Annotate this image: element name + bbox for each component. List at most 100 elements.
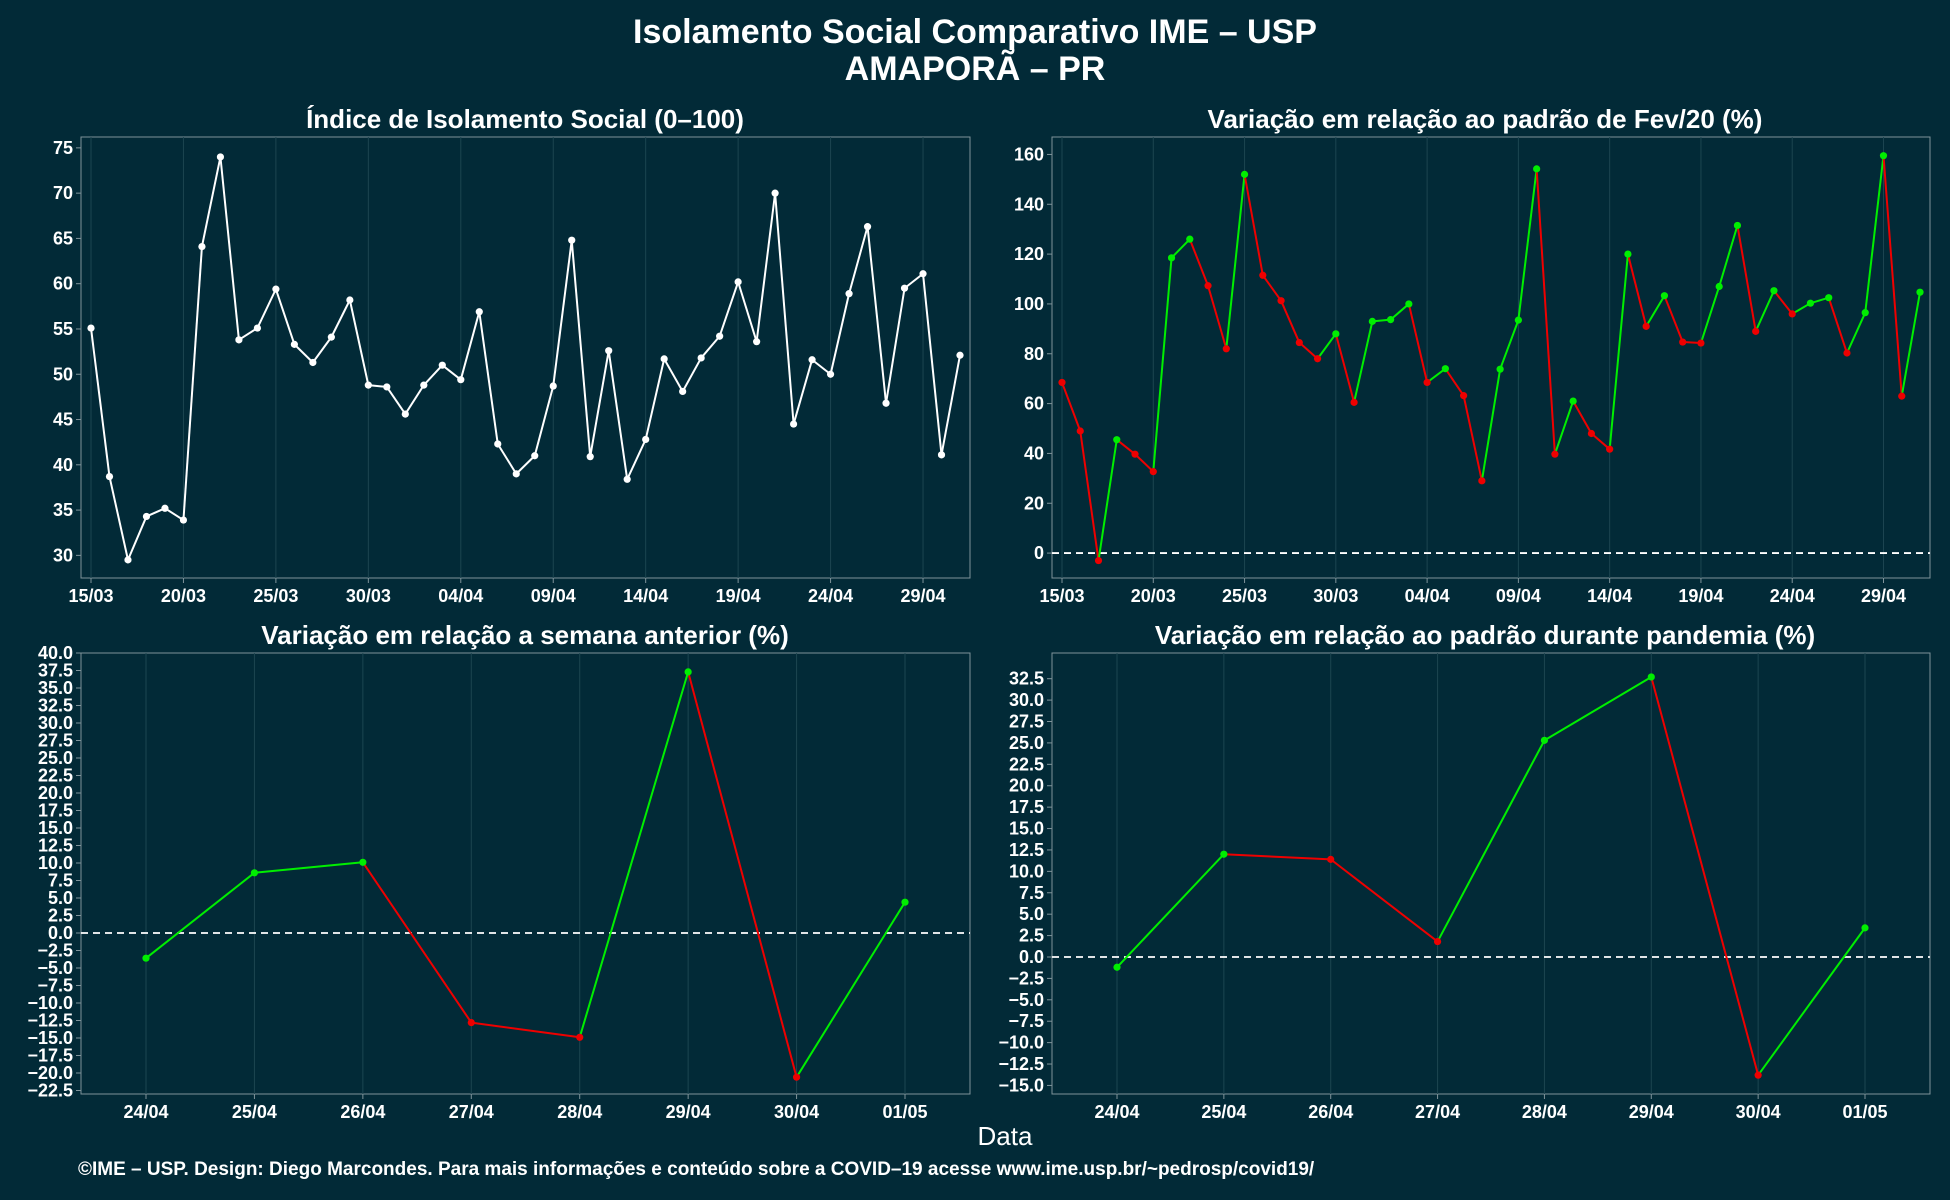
y-tick-label: 20.0 bbox=[1009, 776, 1044, 796]
data-point bbox=[1879, 152, 1888, 160]
x-tick-label: 25/04 bbox=[232, 1102, 277, 1122]
y-tick-label: 40 bbox=[1024, 443, 1044, 463]
series-segment bbox=[1426, 367, 1446, 384]
series-segment bbox=[1553, 400, 1575, 455]
data-point bbox=[1788, 310, 1796, 318]
data-point bbox=[250, 869, 259, 877]
series-segment bbox=[1718, 225, 1739, 287]
series-segment bbox=[1079, 430, 1100, 561]
x-tick-label: 28/04 bbox=[557, 1102, 602, 1122]
series-segment bbox=[681, 357, 703, 392]
series-segment bbox=[1480, 369, 1502, 481]
x-tick-label: 25/03 bbox=[253, 586, 298, 606]
panel-frame bbox=[1051, 136, 1931, 579]
series-segment bbox=[386, 386, 407, 415]
series-segment bbox=[718, 281, 740, 337]
series-segment bbox=[312, 336, 333, 364]
y-tick-label: 2.5 bbox=[1019, 926, 1044, 946]
y-tick-label: −2.5 bbox=[1008, 968, 1044, 988]
y-tick-label: 30.0 bbox=[38, 713, 73, 733]
series-segment bbox=[1389, 303, 1410, 321]
x-tick-label: 27/04 bbox=[449, 1102, 494, 1122]
x-tick-label: 30/03 bbox=[346, 586, 391, 606]
data-point bbox=[1752, 327, 1760, 335]
series-segment bbox=[940, 355, 961, 456]
data-point bbox=[1715, 282, 1723, 291]
y-tick-label: 35.0 bbox=[38, 678, 73, 698]
data-point bbox=[1327, 855, 1335, 863]
x-tick-label: 26/04 bbox=[340, 1102, 385, 1122]
data-point bbox=[808, 356, 816, 364]
series-segment bbox=[1900, 292, 1921, 397]
data-point bbox=[1240, 170, 1249, 178]
data-point bbox=[467, 1019, 475, 1027]
data-point bbox=[383, 383, 391, 391]
data-point bbox=[1540, 736, 1549, 744]
panel-title-variation-feb: Variação em relação ao padrão de Fev/20 … bbox=[1208, 104, 1763, 134]
panel-frame bbox=[80, 136, 971, 579]
series-segment bbox=[1590, 432, 1611, 450]
series-segment bbox=[1773, 290, 1793, 315]
data-point bbox=[901, 898, 909, 906]
series-segment bbox=[1864, 155, 1885, 313]
series-segment bbox=[578, 671, 690, 1038]
series-segment bbox=[330, 299, 351, 338]
y-tick-label: 5.0 bbox=[48, 888, 73, 908]
x-tick-label: 28/04 bbox=[1522, 1102, 1567, 1122]
y-tick-label: 15.0 bbox=[38, 818, 73, 838]
y-tick-label: 80 bbox=[1024, 344, 1044, 364]
y-tick-label: 50 bbox=[53, 364, 73, 384]
series-segment bbox=[256, 288, 277, 329]
series-segment bbox=[1757, 927, 1866, 1076]
panel-frame bbox=[1051, 652, 1931, 1095]
data-point bbox=[1551, 450, 1559, 458]
panel-title-isolation-index: Índice de Isolamento Social (0–100) bbox=[306, 104, 744, 134]
y-tick-label: 140 bbox=[1014, 194, 1044, 214]
series-segment bbox=[1152, 257, 1173, 472]
data-point bbox=[1313, 355, 1322, 363]
series-segment bbox=[1334, 333, 1356, 403]
y-tick-label: 12.5 bbox=[1009, 840, 1044, 860]
y-tick-label: 10.0 bbox=[1009, 861, 1044, 881]
data-point bbox=[1843, 349, 1851, 357]
y-tick-label: 25.0 bbox=[38, 748, 73, 768]
series-segment bbox=[1116, 853, 1225, 968]
data-point bbox=[1642, 322, 1650, 330]
series-segment bbox=[1699, 286, 1721, 344]
x-tick-label: 29/04 bbox=[1629, 1102, 1674, 1122]
series-segment bbox=[200, 156, 222, 247]
y-tick-label: −5.0 bbox=[37, 958, 73, 978]
series-segment bbox=[644, 358, 666, 440]
data-point bbox=[1332, 330, 1340, 338]
y-tick-label: 70 bbox=[53, 183, 73, 203]
data-point bbox=[1405, 300, 1413, 308]
series-segment bbox=[1572, 400, 1593, 434]
data-point bbox=[1533, 165, 1541, 173]
series-segment bbox=[1882, 155, 1903, 397]
x-tick-label: 25/03 bbox=[1222, 586, 1267, 606]
y-tick-label: 2.5 bbox=[48, 906, 73, 926]
y-tick-label: 75 bbox=[53, 138, 73, 158]
series-segment bbox=[1436, 739, 1546, 943]
data-point bbox=[420, 381, 428, 389]
x-tick-label: 30/04 bbox=[774, 1102, 819, 1122]
data-point bbox=[1606, 445, 1614, 453]
y-tick-label: 32.5 bbox=[38, 696, 73, 716]
data-point bbox=[1441, 365, 1449, 373]
y-tick-label: 60 bbox=[1024, 394, 1044, 414]
panel-frame bbox=[80, 652, 971, 1095]
data-point bbox=[1149, 468, 1157, 476]
data-point bbox=[716, 332, 724, 340]
x-tick-label: 20/03 bbox=[1131, 586, 1176, 606]
data-point bbox=[1423, 378, 1431, 387]
series-segment bbox=[459, 311, 481, 380]
y-tick-label: −12.5 bbox=[998, 1054, 1044, 1074]
data-point bbox=[1478, 477, 1486, 485]
series-segment bbox=[1499, 319, 1520, 370]
series-segment bbox=[1846, 312, 1867, 354]
series-segment bbox=[552, 240, 573, 387]
series-segment bbox=[866, 226, 888, 404]
data-point bbox=[1587, 429, 1596, 438]
series-segment bbox=[1663, 295, 1684, 343]
y-tick-label: −2.5 bbox=[37, 941, 73, 961]
